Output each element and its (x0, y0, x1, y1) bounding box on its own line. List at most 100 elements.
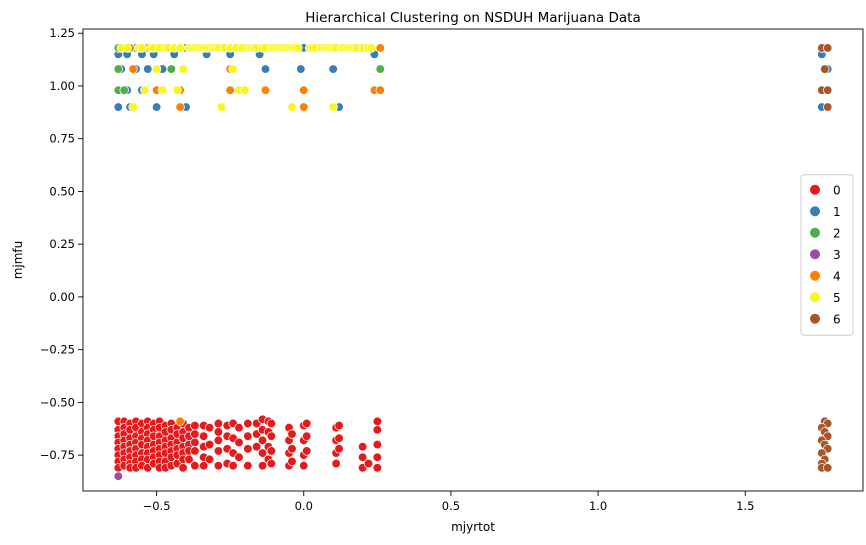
cluster-5-point (240, 85, 250, 95)
cluster-0-point (234, 423, 244, 433)
chart-title: Hierarchical Clustering on NSDUH Marijua… (305, 10, 640, 26)
cluster-0-point (372, 416, 382, 427)
cluster-0-point (334, 420, 344, 431)
legend-marker (810, 313, 820, 324)
cluster-4-point (299, 85, 309, 95)
y-tick-label: 0.75 (49, 132, 75, 146)
cluster-0-point (266, 418, 277, 429)
cluster-0-point (213, 435, 224, 446)
cluster-0-point (257, 448, 268, 458)
cluster-0-point (266, 431, 277, 441)
cluster-0-point (243, 431, 253, 441)
cluster-1-point (328, 64, 338, 74)
legend-box (800, 174, 854, 336)
cluster-0-point (372, 463, 382, 473)
y-tick-label: 1.00 (49, 79, 75, 93)
cluster-6-point (823, 102, 833, 112)
cluster-1-point (143, 64, 153, 74)
legend-label: 1 (833, 205, 841, 219)
cluster-6-point (823, 85, 833, 95)
cluster-0-point (204, 439, 215, 450)
y-axis-label: mjmfu (11, 241, 25, 280)
x-tick-label: 1.0 (589, 499, 607, 513)
cluster-4-point (260, 85, 271, 95)
legend-label: 0 (833, 183, 841, 197)
cluster-5-point (175, 43, 185, 53)
cluster-5-point (140, 85, 150, 95)
legend-label: 2 (833, 226, 841, 240)
cluster-1-point (113, 102, 123, 112)
cluster-0-point (190, 461, 200, 471)
cluster-0-point (243, 444, 253, 454)
cluster-0-point (243, 461, 253, 471)
cluster-0-point (363, 458, 374, 469)
y-axis: −0.75 −0.50 −0.25 0.00 0.25 0.50 0.75 1.00 1.25 (40, 26, 83, 462)
y-tick-label: 1.25 (49, 26, 75, 40)
cluster-0-point (228, 461, 238, 471)
cluster-0-point (213, 446, 224, 456)
y-tick-label: −0.75 (40, 448, 75, 462)
cluster-6-point (820, 64, 830, 74)
y-tick-label: 0.00 (49, 290, 75, 304)
cluster-0-point (213, 461, 224, 471)
cluster-0-point (287, 444, 297, 454)
legend-label: 6 (833, 312, 841, 326)
cluster-5-point (366, 43, 377, 53)
cluster-4-point (175, 416, 185, 427)
cluster-6-point (823, 43, 833, 53)
cluster-5-point (228, 64, 238, 74)
y-tick-label: 0.25 (49, 237, 75, 251)
cluster-4-point (375, 43, 385, 53)
cluster-0-point (252, 442, 262, 452)
cluster-0-point (266, 446, 277, 456)
cluster-0-point (234, 437, 244, 448)
cluster-0-point (357, 442, 368, 452)
cluster-0-point (257, 461, 268, 471)
cluster-5-point (157, 85, 168, 95)
x-tick-label: 0.5 (442, 499, 460, 513)
cluster-0-point (213, 427, 224, 437)
cluster-0-point (178, 463, 188, 473)
cluster-0-point (372, 425, 382, 435)
x-axis-label: mjyrtot (451, 520, 495, 534)
cluster-0-point (199, 431, 209, 441)
cluster-0-point (334, 444, 344, 454)
legend-marker (810, 292, 820, 303)
cluster-4-point (225, 85, 235, 95)
cluster-1-point (296, 64, 306, 74)
cluster-1-point (260, 64, 271, 74)
cluster-4-point (128, 64, 138, 74)
cluster-4-point (299, 102, 309, 112)
cluster-0-point (243, 418, 253, 429)
cluster-0-point (204, 454, 215, 465)
legend-marker (810, 206, 820, 217)
cluster-0-point (204, 423, 215, 433)
x-axis: −0.5 0.0 0.5 1.0 1.5 (143, 491, 754, 513)
x-tick-label: 0.0 (295, 499, 313, 513)
cluster-0-point (299, 461, 309, 471)
legend-label: 3 (833, 248, 841, 262)
cluster-0-point (257, 435, 268, 446)
cluster-0-point (190, 420, 200, 431)
legend-marker (810, 184, 820, 195)
cluster-0-point (302, 446, 312, 456)
cluster-2-point (113, 64, 123, 74)
cluster-5-point (137, 43, 147, 53)
cluster-5-point (178, 64, 188, 74)
legend-marker (810, 249, 820, 260)
y-tick-label: −0.50 (40, 395, 75, 409)
cluster-0-point (287, 429, 297, 439)
cluster-5-point (216, 102, 226, 112)
cluster-0-point (302, 418, 312, 429)
y-tick-label: −0.25 (40, 343, 75, 357)
cluster-2-point (375, 64, 385, 74)
cluster-3-point (113, 471, 123, 481)
x-tick-label: 1.5 (736, 499, 754, 513)
cluster-5-point (287, 102, 297, 112)
cluster-4-point (375, 85, 385, 95)
cluster-4-point (175, 102, 185, 112)
cluster-0-point (266, 458, 277, 469)
cluster-0-point (287, 456, 297, 467)
plot-area (82, 28, 864, 492)
